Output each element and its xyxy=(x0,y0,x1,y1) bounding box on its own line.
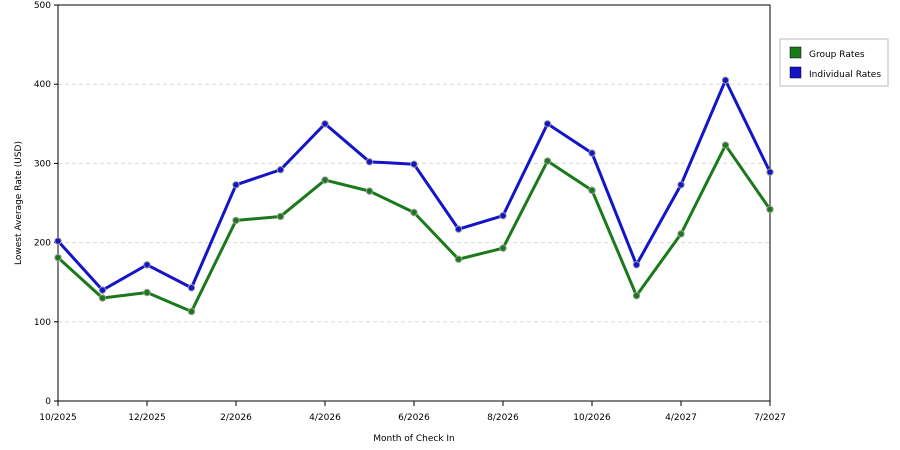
x-tick-label: 2/2026 xyxy=(220,413,252,423)
series-group xyxy=(54,76,774,316)
data-point-individual-rates xyxy=(632,261,641,269)
data-point-group-rates xyxy=(54,253,62,262)
data-point-individual-rates xyxy=(98,286,107,294)
y-tick-label: 100 xyxy=(34,318,51,328)
data-point-group-rates xyxy=(143,288,151,297)
data-point-individual-rates xyxy=(54,237,62,245)
data-point-group-rates xyxy=(365,187,374,195)
data-point-individual-rates xyxy=(677,181,685,189)
x-tick-label: 4/2026 xyxy=(309,413,341,423)
plot-frame xyxy=(57,4,771,402)
grid-lines xyxy=(58,83,770,323)
y-axis-title: Lowest Average Rate (USD) xyxy=(14,141,24,265)
x-axis-ticks: 10/2025 12/2025 2/2026 4/2026 6/2026 8/2026 10… xyxy=(39,401,786,423)
data-point-group-rates xyxy=(321,176,329,184)
y-tick-label: 500 xyxy=(34,1,51,11)
legend-swatch-individual-rates xyxy=(789,66,802,79)
x-tick-label: 12/2025 xyxy=(128,413,165,423)
data-point-individual-rates xyxy=(721,76,730,84)
data-point-group-rates xyxy=(766,205,774,214)
data-point-individual-rates xyxy=(454,225,463,233)
y-tick-label: 300 xyxy=(34,159,51,169)
x-tick-label: 10/2025 xyxy=(39,413,76,423)
data-point-individual-rates xyxy=(588,149,596,157)
data-point-group-rates xyxy=(588,186,596,195)
y-tick-label: 200 xyxy=(34,239,51,249)
data-point-individual-rates xyxy=(365,158,374,166)
data-point-individual-rates xyxy=(232,181,240,189)
data-point-individual-rates xyxy=(410,160,418,168)
data-point-individual-rates xyxy=(187,284,196,292)
x-tick-label: 6/2026 xyxy=(398,413,430,423)
legend-label-individual-rates: Individual Rates xyxy=(809,70,881,80)
data-point-individual-rates xyxy=(499,211,507,220)
data-point-group-rates xyxy=(98,294,107,302)
series-line-group-rates xyxy=(56,143,772,314)
x-tick-label: 4/2027 xyxy=(665,413,697,423)
data-point-individual-rates xyxy=(321,120,329,128)
data-point-group-rates xyxy=(499,244,507,252)
x-axis-title: Month of Check In xyxy=(373,434,455,444)
data-point-group-rates xyxy=(543,157,552,165)
y-tick-label: 0 xyxy=(45,397,51,407)
data-point-group-rates xyxy=(677,230,685,238)
data-point-individual-rates xyxy=(143,261,151,269)
data-point-group-rates xyxy=(410,208,418,217)
data-point-individual-rates xyxy=(543,120,552,128)
y-axis-ticks: 0 100 200 300 400 500 xyxy=(34,1,58,407)
x-tick-label: 8/2026 xyxy=(487,413,519,423)
x-tick-label: 10/2026 xyxy=(573,413,611,423)
data-point-individual-rates xyxy=(276,166,285,174)
data-point-group-rates xyxy=(232,216,240,225)
y-tick-label: 400 xyxy=(34,80,51,90)
data-point-group-rates xyxy=(632,291,641,300)
data-point-group-rates xyxy=(276,212,285,221)
data-point-group-rates xyxy=(454,255,463,263)
legend: Group Rates Individual Rates xyxy=(779,38,889,87)
legend-swatch-group-rates xyxy=(789,46,802,59)
data-point-group-rates xyxy=(721,141,730,149)
data-point-group-rates xyxy=(187,307,196,316)
x-tick-label: 7/2027 xyxy=(754,413,786,423)
data-point-individual-rates xyxy=(766,168,774,176)
legend-label-group-rates: Group Rates xyxy=(809,50,865,60)
